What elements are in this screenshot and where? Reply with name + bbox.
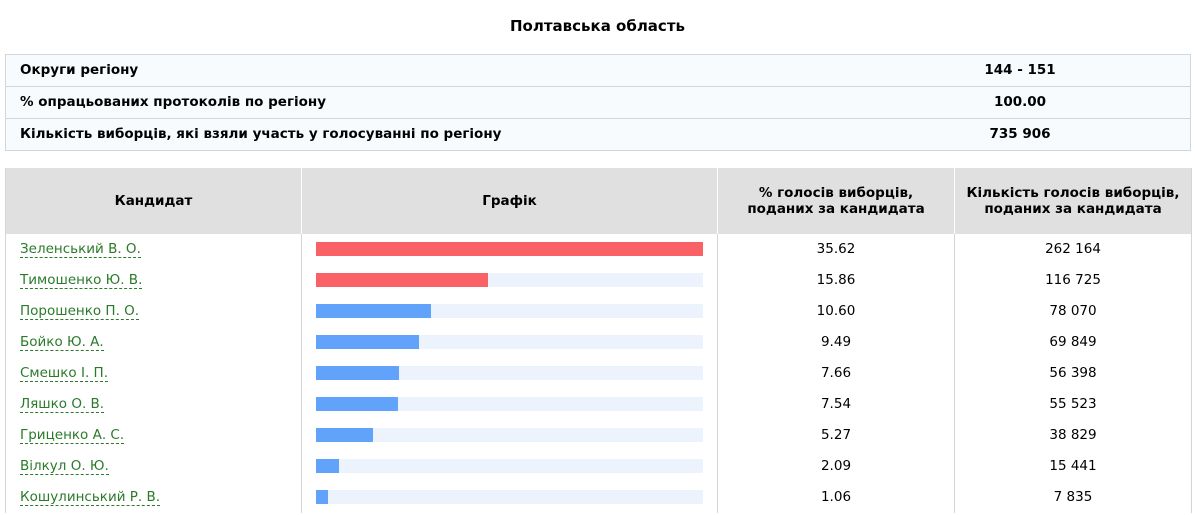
info-value: 735 906 [850, 118, 1191, 151]
candidates-table: Кандидат Графік % голосів виборців, пода… [5, 168, 1192, 513]
header-votes: Кількість голосів виборців, поданих за к… [954, 168, 1192, 234]
vote-bar [316, 490, 328, 504]
region-info-table: Округи регіону 144 - 151 % опрацьованих … [5, 54, 1191, 151]
vote-bar [316, 335, 419, 349]
info-label: Округи регіону [5, 54, 850, 87]
vote-bar [316, 304, 432, 318]
info-row-turnout: Кількість виборців, які взяли участь у г… [5, 118, 1191, 151]
info-label: % опрацьованих протоколів по регіону [5, 86, 850, 119]
candidate-cell: Гриценко А. С. [5, 420, 302, 451]
votes-cell: 262 164 [1045, 241, 1101, 257]
candidate-link[interactable]: Ляшко О. В. [20, 396, 105, 413]
candidate-link[interactable]: Тимошенко Ю. В. [20, 272, 143, 289]
chart-cell [301, 358, 718, 389]
candidate-link[interactable]: Кошулинський Р. В. [20, 489, 161, 506]
info-value: 100.00 [850, 86, 1191, 119]
vote-bar-track [316, 304, 703, 318]
percent-cell: 9.49 [717, 327, 955, 358]
chart-cell [301, 420, 718, 451]
candidates-body: Зеленський В. О. 35.62 262 164 Тимошенко Ю.… [5, 234, 1192, 513]
vote-bar-track [316, 273, 703, 287]
region-title: Полтавська область [509, 17, 685, 35]
votes-cell: 56 398 [1049, 365, 1097, 381]
votes-cell: 38 829 [1049, 427, 1097, 443]
info-label: Кількість виборців, які взяли участь у г… [5, 118, 850, 151]
votes-cell: 7 835 [1053, 489, 1093, 505]
table-row: Вілкул О. Ю. 2.09 15 441 [5, 451, 1192, 482]
header-percent: % голосів виборців, поданих за кандидата [717, 168, 955, 234]
table-row: Гриценко А. С. 5.27 38 829 [5, 420, 1192, 451]
candidate-link[interactable]: Зеленський В. О. [20, 241, 141, 258]
header-chart: Графік [301, 168, 718, 234]
chart-cell [301, 389, 718, 420]
candidate-cell: Ляшко О. В. [5, 389, 302, 420]
vote-bar [316, 428, 374, 442]
votes-cell: 55 523 [1049, 396, 1097, 412]
chart-cell [301, 234, 718, 265]
vote-bar [316, 459, 339, 473]
votes-cell: 15 441 [1049, 458, 1097, 474]
candidate-link[interactable]: Вілкул О. Ю. [20, 458, 109, 475]
percent-cell: 7.54 [717, 389, 955, 420]
vote-bar-track [316, 366, 703, 380]
candidate-cell: Порошенко П. О. [5, 296, 302, 327]
votes-cell: 78 070 [1049, 303, 1097, 319]
table-row: Бойко Ю. А. 9.49 69 849 [5, 327, 1192, 358]
percent-cell: 1.06 [717, 482, 955, 513]
candidate-link[interactable]: Порошенко П. О. [20, 303, 140, 320]
vote-bar-track [316, 335, 703, 349]
votes-cell: 116 725 [1045, 272, 1101, 288]
header-candidate: Кандидат [5, 168, 302, 234]
candidate-cell: Смешко І. П. [5, 358, 302, 389]
info-row-protocols: % опрацьованих протоколів по регіону 100… [5, 86, 1191, 119]
table-row: Зеленський В. О. 35.62 262 164 [5, 234, 1192, 265]
vote-bar-track [316, 397, 703, 411]
vote-bar [316, 242, 703, 256]
chart-cell [301, 451, 718, 482]
percent-cell: 35.62 [717, 234, 955, 265]
info-row-districts: Округи регіону 144 - 151 [5, 54, 1191, 87]
vote-bar-track [316, 490, 703, 504]
percent-cell: 7.66 [717, 358, 955, 389]
candidate-cell: Вілкул О. Ю. [5, 451, 302, 482]
percent-cell: 15.86 [717, 265, 955, 296]
candidate-link[interactable]: Смешко І. П. [20, 365, 108, 382]
vote-bar-track [316, 242, 703, 256]
chart-cell [301, 296, 718, 327]
candidates-header-row: Кандидат Графік % голосів виборців, пода… [5, 168, 1192, 234]
vote-bar-track [316, 428, 703, 442]
table-row: Кошулинський Р. В. 1.06 7 835 [5, 482, 1192, 513]
percent-cell: 2.09 [717, 451, 955, 482]
percent-cell: 5.27 [717, 420, 955, 451]
candidate-link[interactable]: Бойко Ю. А. [20, 334, 104, 351]
info-value: 144 - 151 [850, 54, 1191, 87]
candidate-link[interactable]: Гриценко А. С. [20, 427, 125, 444]
table-row: Порошенко П. О. 10.60 78 070 [5, 296, 1192, 327]
vote-bar-track [316, 459, 703, 473]
votes-cell: 69 849 [1049, 334, 1097, 350]
candidate-cell: Зеленський В. О. [5, 234, 302, 265]
vote-bar [316, 366, 400, 380]
table-row: Смешко І. П. 7.66 56 398 [5, 358, 1192, 389]
candidate-cell: Кошулинський Р. В. [5, 482, 302, 513]
table-row: Ляшко О. В. 7.54 55 523 [5, 389, 1192, 420]
vote-bar [316, 273, 489, 287]
percent-cell: 10.60 [717, 296, 955, 327]
chart-cell [301, 327, 718, 358]
candidate-cell: Бойко Ю. А. [5, 327, 302, 358]
vote-bar [316, 397, 399, 411]
table-row: Тимошенко Ю. В. 15.86 116 725 [5, 265, 1192, 296]
chart-cell [301, 482, 718, 513]
candidate-cell: Тимошенко Ю. В. [5, 265, 302, 296]
chart-cell [301, 265, 718, 296]
